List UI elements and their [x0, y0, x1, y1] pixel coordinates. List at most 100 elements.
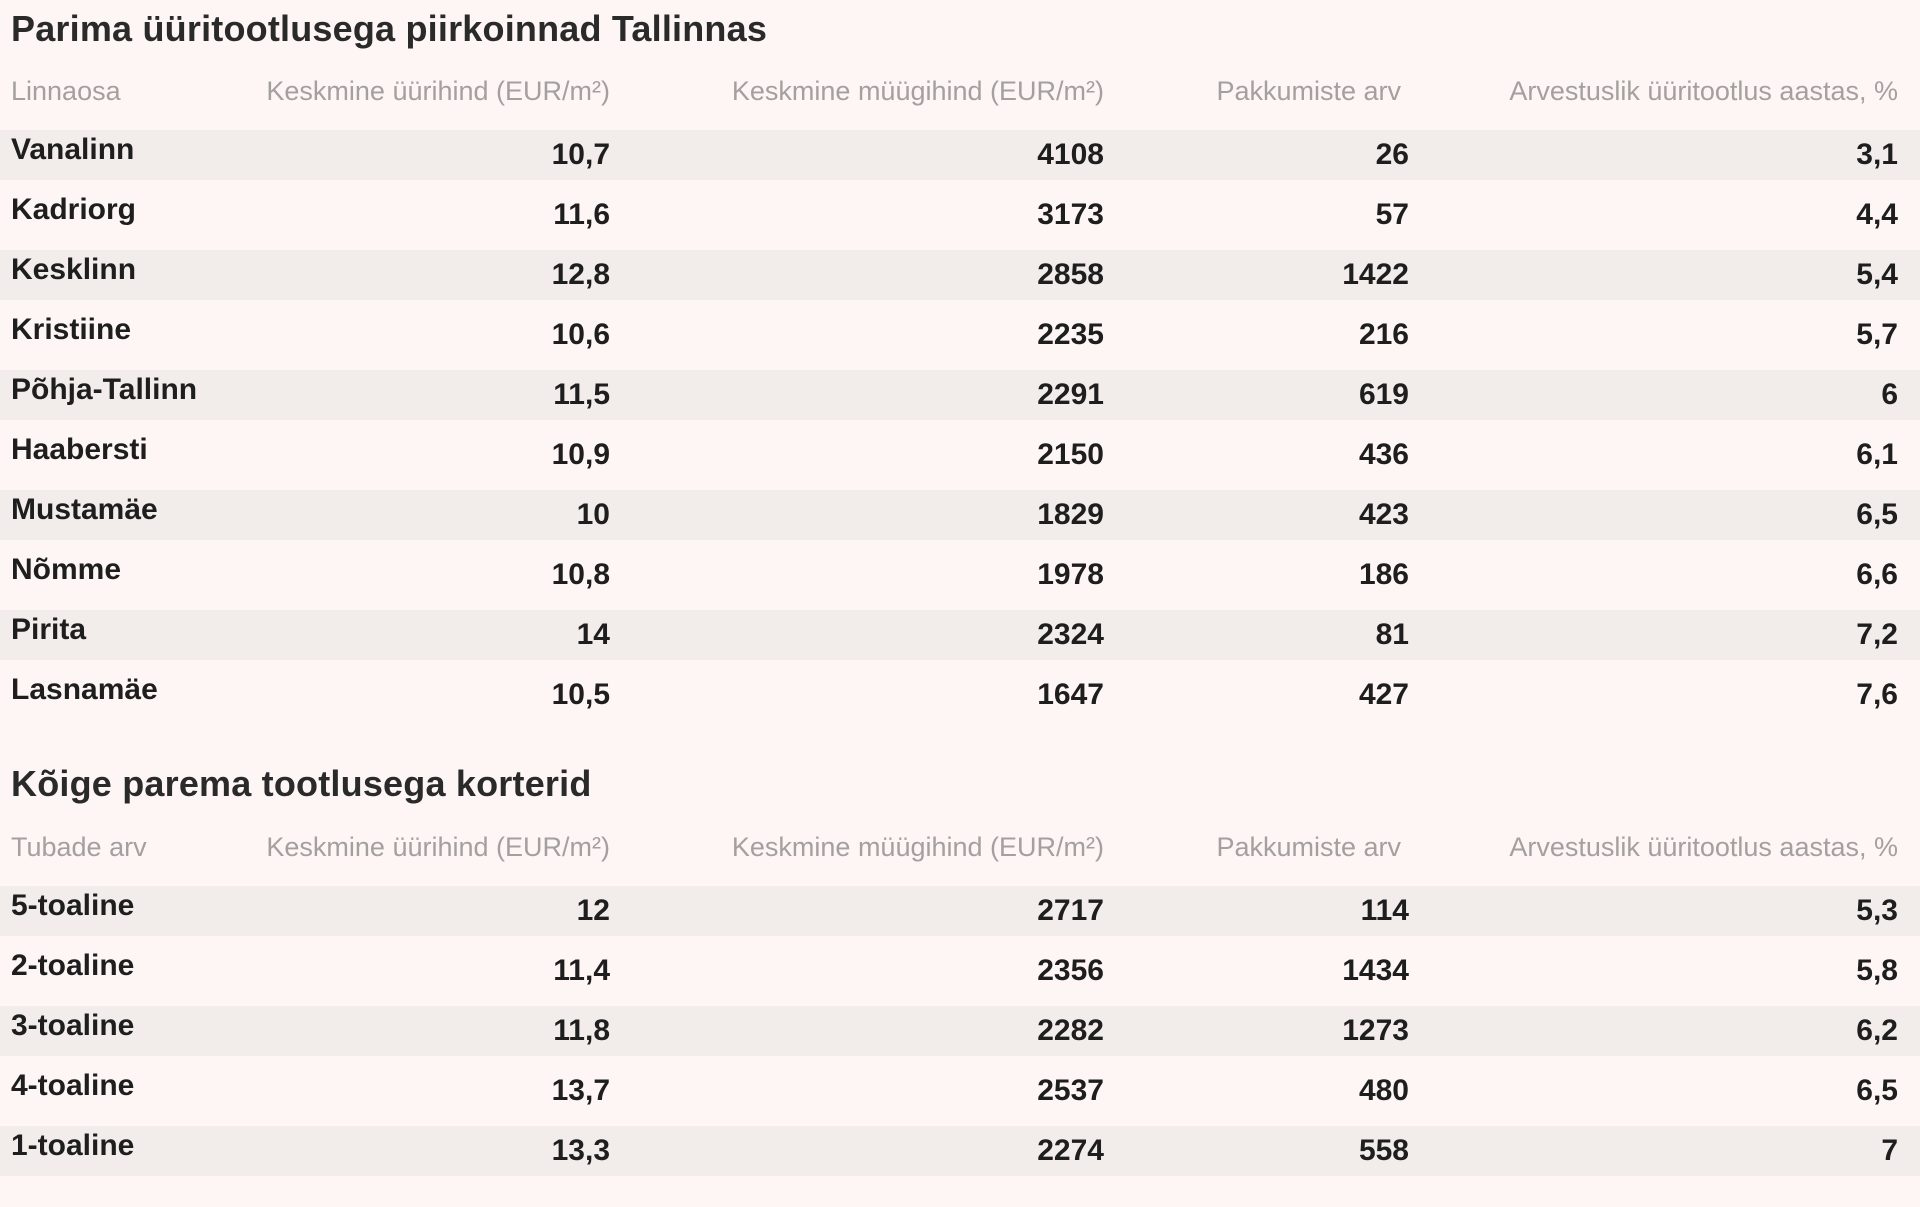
header-rental-yield: Arvestuslik üüritootlus aastas, % [1509, 832, 1898, 862]
cell-avg-sale: 1829 [1037, 498, 1104, 531]
cell-avg-rent: 11,6 [553, 198, 610, 231]
cell-avg-rent: 13,7 [551, 1074, 610, 1107]
section-title-districts: Parima üüritootlusega piirkoinnad Tallin… [11, 8, 768, 49]
header-offer-count: Pakkumiste arv [1216, 832, 1401, 862]
cell-district: Kadriorg [11, 193, 137, 226]
cell-offer-count: 81 [1375, 618, 1409, 651]
cell-avg-rent: 12 [576, 894, 610, 927]
cell-avg-sale: 2324 [1037, 618, 1104, 651]
cell-avg-rent: 10,7 [551, 138, 610, 171]
cell-rental-yield: 3,1 [1856, 138, 1898, 171]
cell-rental-yield: 6,5 [1856, 498, 1898, 531]
header-avg-rent: Keskmine üürihind (EUR/m²) [266, 832, 610, 862]
cell-rental-yield: 5,3 [1856, 894, 1898, 927]
header-avg-rent: Keskmine üürihind (EUR/m²) [266, 76, 610, 106]
header-avg-sale: Keskmine müügihind (EUR/m²) [731, 832, 1104, 862]
cell-avg-sale: 2235 [1037, 318, 1104, 351]
cell-avg-rent: 10,9 [551, 438, 610, 471]
table-row: Lasnamäe 10,5 1647 427 7,6 [0, 670, 1920, 720]
cell-rental-yield: 6,2 [1856, 1014, 1898, 1047]
cell-rental-yield: 4,4 [1856, 198, 1898, 231]
cell-rental-yield: 5,8 [1856, 954, 1898, 987]
cell-offer-count: 1273 [1342, 1014, 1409, 1047]
cell-rental-yield: 5,4 [1856, 258, 1898, 291]
cell-avg-rent: 13,3 [551, 1134, 610, 1167]
cell-offer-count: 1434 [1342, 954, 1409, 987]
cell-district: Kristiine [11, 313, 132, 346]
table-row: 1-toaline 13,3 2274 558 7 [0, 1126, 1920, 1176]
header-room-count: Tubade arv [11, 832, 147, 862]
cell-avg-rent: 12,8 [551, 258, 610, 291]
table-row: 2-toaline 11,4 2356 1434 5,8 [0, 946, 1920, 996]
cell-rental-yield: 6,6 [1856, 558, 1898, 591]
cell-district: Mustamäe [11, 493, 158, 526]
cell-offer-count: 1422 [1342, 258, 1409, 291]
cell-rental-yield: 6,1 [1856, 438, 1898, 471]
cell-avg-sale: 2282 [1037, 1014, 1104, 1047]
cell-offer-count: 114 [1360, 894, 1409, 927]
cell-avg-rent: 10 [576, 498, 610, 531]
cell-avg-rent: 14 [576, 618, 610, 651]
table-row: 4-toaline 13,7 2537 480 6,5 [0, 1066, 1920, 1116]
cell-avg-rent: 11,5 [553, 378, 610, 411]
table-row: Kadriorg 11,6 3173 57 4,4 [0, 190, 1920, 240]
cell-avg-sale: 4108 [1037, 138, 1104, 171]
cell-district: Põhja-Tallinn [11, 373, 198, 406]
cell-avg-rent: 10,8 [551, 558, 610, 591]
cell-rental-yield: 5,7 [1856, 318, 1898, 351]
cell-room-count: 3-toaline [11, 1009, 135, 1042]
table-row: Kesklinn 12,8 2858 1422 5,4 [0, 250, 1920, 300]
cell-district: Vanalinn [11, 133, 135, 166]
cell-room-count: 5-toaline [11, 889, 135, 922]
table-row: Mustamäe 10 1829 423 6,5 [0, 490, 1920, 540]
header-avg-sale: Keskmine müügihind (EUR/m²) [731, 76, 1104, 106]
cell-district: Nõmme [11, 553, 122, 586]
header-district: Linnaosa [11, 76, 121, 106]
table-header: Linnaosa Keskmine üürihind (EUR/m²) Kesk… [0, 71, 1920, 111]
table-header: Tubade arv Keskmine üürihind (EUR/m²) Ke… [0, 827, 1920, 867]
header-offer-count: Pakkumiste arv [1216, 76, 1401, 106]
table-row: Vanalinn 10,7 4108 26 3,1 [0, 130, 1920, 180]
cell-offer-count: 216 [1358, 318, 1409, 351]
table-row: Kristiine 10,6 2235 216 5,7 [0, 310, 1920, 360]
cell-offer-count: 186 [1358, 558, 1409, 591]
cell-offer-count: 619 [1358, 378, 1409, 411]
cell-district: Pirita [11, 613, 87, 646]
cell-room-count: 4-toaline [11, 1069, 135, 1102]
cell-offer-count: 26 [1375, 138, 1409, 171]
cell-avg-sale: 2291 [1037, 378, 1104, 411]
cell-avg-sale: 1647 [1037, 678, 1104, 711]
cell-rental-yield: 6,5 [1856, 1074, 1898, 1107]
table-row: 5-toaline 12 2717 114 5,3 [0, 886, 1920, 936]
cell-avg-sale: 2858 [1037, 258, 1104, 291]
table-row: Nõmme 10,8 1978 186 6,6 [0, 550, 1920, 600]
cell-offer-count: 423 [1358, 498, 1409, 531]
cell-avg-sale: 2274 [1037, 1134, 1104, 1167]
cell-offer-count: 57 [1375, 198, 1409, 231]
cell-room-count: 1-toaline [11, 1129, 135, 1162]
cell-rental-yield: 7 [1881, 1134, 1898, 1167]
cell-offer-count: 427 [1358, 678, 1409, 711]
cell-avg-rent: 10,6 [551, 318, 610, 351]
cell-avg-sale: 2150 [1037, 438, 1104, 471]
cell-district: Haabersti [11, 433, 148, 466]
cell-avg-rent: 10,5 [551, 678, 610, 711]
cell-avg-rent: 11,4 [553, 954, 610, 987]
cell-avg-rent: 11,8 [553, 1014, 610, 1047]
header-rental-yield: Arvestuslik üüritootlus aastas, % [1509, 76, 1898, 106]
cell-avg-sale: 1978 [1037, 558, 1104, 591]
cell-offer-count: 558 [1358, 1134, 1409, 1167]
cell-rental-yield: 7,6 [1856, 678, 1898, 711]
cell-avg-sale: 3173 [1037, 198, 1104, 231]
cell-offer-count: 480 [1358, 1074, 1409, 1107]
table-row: Haabersti 10,9 2150 436 6,1 [0, 430, 1920, 480]
section-title-apartments: Kõige parema tootlusega korterid [11, 763, 592, 804]
cell-room-count: 2-toaline [11, 949, 135, 982]
cell-avg-sale: 2356 [1037, 954, 1104, 987]
table-row: Pirita 14 2324 81 7,2 [0, 610, 1920, 660]
cell-offer-count: 436 [1358, 438, 1409, 471]
cell-avg-sale: 2537 [1037, 1074, 1104, 1107]
table-row: 3-toaline 11,8 2282 1273 6,2 [0, 1006, 1920, 1056]
cell-rental-yield: 6 [1881, 378, 1898, 411]
table-row: Põhja-Tallinn 11,5 2291 619 6 [0, 370, 1920, 420]
